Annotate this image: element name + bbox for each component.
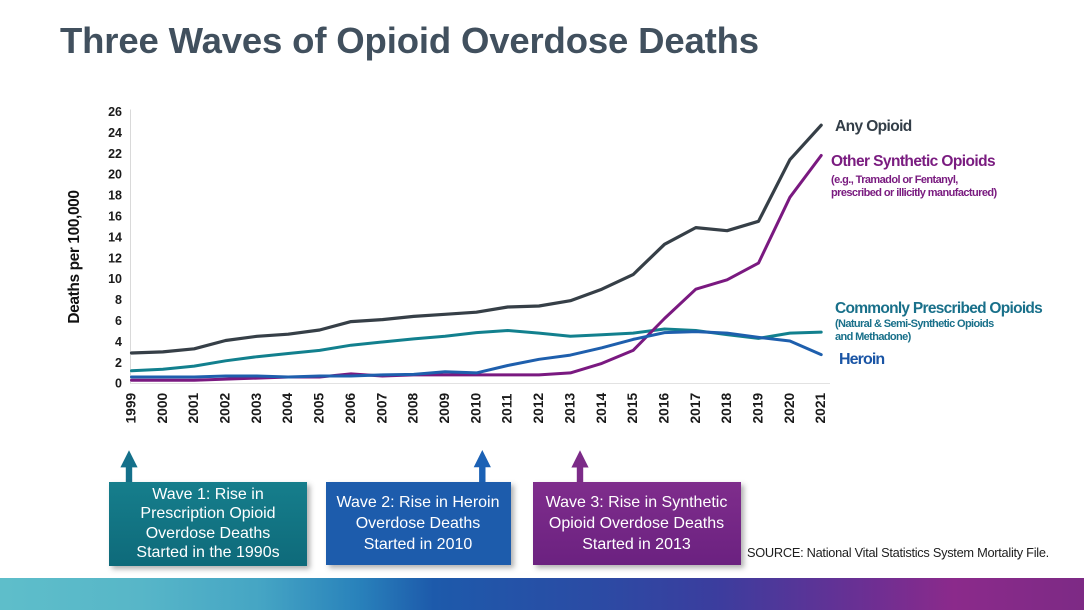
svg-text:14: 14 bbox=[108, 230, 122, 244]
svg-text:10: 10 bbox=[108, 272, 122, 286]
svg-text:2012: 2012 bbox=[531, 392, 546, 423]
svg-text:2006: 2006 bbox=[343, 392, 358, 423]
svg-text:2015: 2015 bbox=[625, 392, 640, 423]
svg-text:2020: 2020 bbox=[782, 392, 797, 423]
svg-text:2003: 2003 bbox=[249, 392, 264, 423]
svg-text:Deaths per 100,000: Deaths per 100,000 bbox=[66, 190, 83, 323]
svg-text:0: 0 bbox=[115, 377, 122, 391]
svg-text:8: 8 bbox=[115, 293, 122, 307]
svg-text:22: 22 bbox=[108, 147, 122, 161]
svg-text:2009: 2009 bbox=[437, 392, 452, 423]
svg-text:1999: 1999 bbox=[124, 392, 139, 423]
svg-text:2010: 2010 bbox=[468, 392, 483, 423]
svg-text:2019: 2019 bbox=[751, 392, 766, 423]
svg-text:2016: 2016 bbox=[657, 392, 672, 423]
svg-text:2004: 2004 bbox=[280, 392, 295, 423]
svg-text:20: 20 bbox=[108, 168, 122, 182]
svg-text:2001: 2001 bbox=[186, 392, 201, 423]
svg-text:26: 26 bbox=[108, 105, 122, 119]
svg-text:2005: 2005 bbox=[312, 392, 327, 423]
svg-text:2011: 2011 bbox=[500, 393, 515, 423]
svg-text:2: 2 bbox=[115, 356, 122, 370]
svg-text:2000: 2000 bbox=[155, 392, 170, 423]
svg-text:2002: 2002 bbox=[218, 392, 233, 423]
svg-text:4: 4 bbox=[115, 335, 122, 349]
svg-text:2008: 2008 bbox=[406, 392, 421, 423]
svg-text:16: 16 bbox=[108, 210, 122, 224]
svg-text:2007: 2007 bbox=[374, 392, 389, 423]
svg-text:24: 24 bbox=[108, 126, 122, 140]
svg-text:12: 12 bbox=[108, 251, 122, 265]
svg-text:2013: 2013 bbox=[562, 392, 577, 423]
svg-text:2017: 2017 bbox=[688, 392, 703, 423]
svg-text:2018: 2018 bbox=[719, 392, 734, 423]
svg-text:2021: 2021 bbox=[813, 392, 828, 423]
svg-text:6: 6 bbox=[115, 314, 122, 328]
svg-text:2014: 2014 bbox=[594, 392, 609, 423]
svg-text:18: 18 bbox=[108, 189, 122, 203]
